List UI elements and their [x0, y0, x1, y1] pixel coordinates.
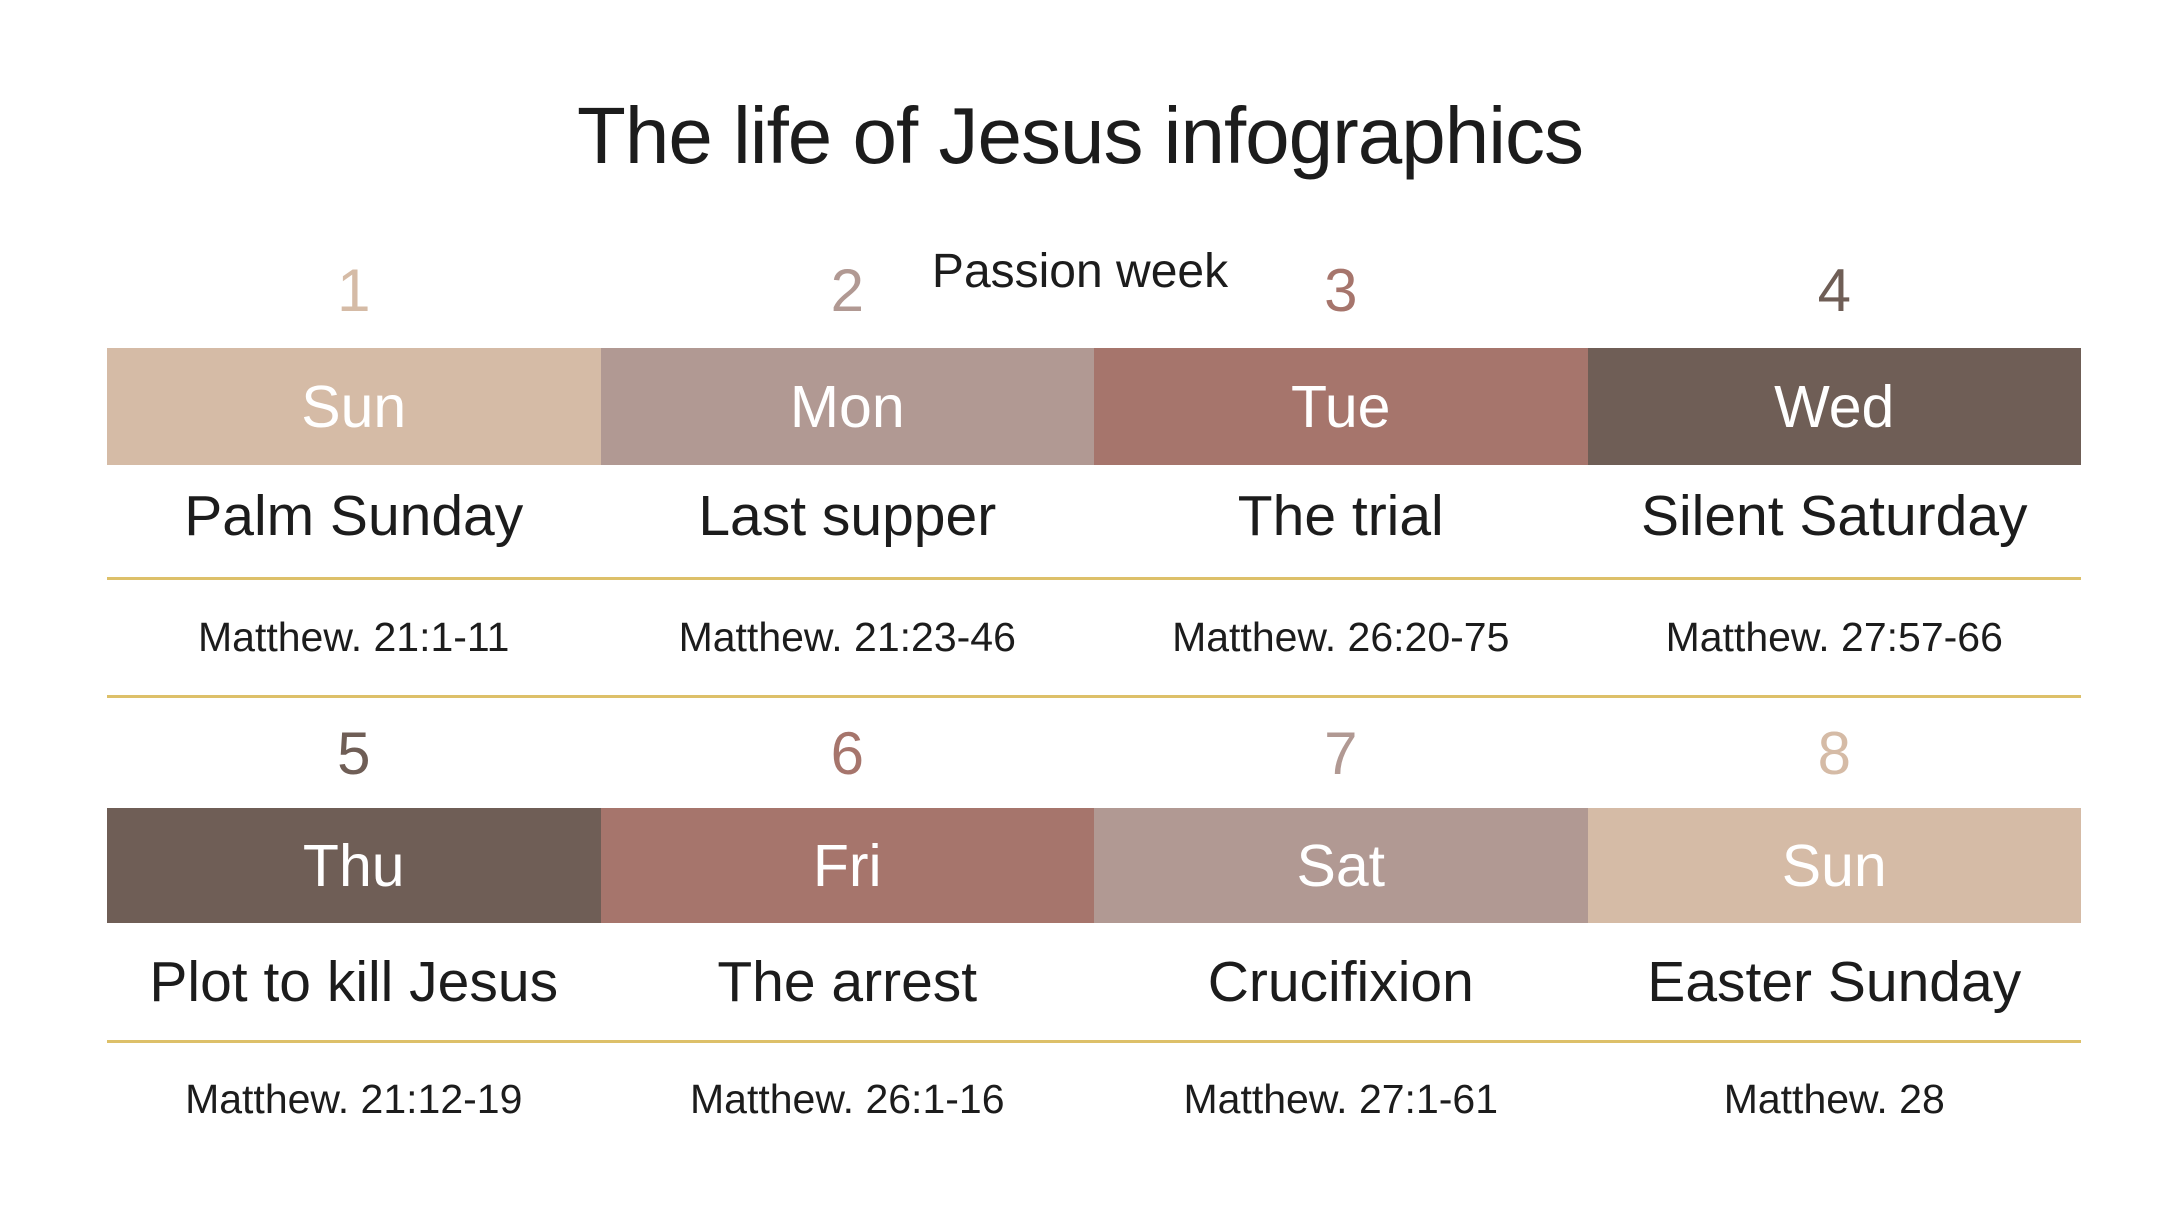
step-number-8: 8 — [1817, 720, 1851, 787]
day-header-mon: Mon — [600, 348, 1094, 465]
step-number-1: 1 — [337, 257, 371, 324]
step-number-7: 7 — [1324, 720, 1358, 787]
day-bar-row-2: Thu Fri Sat Sun — [107, 808, 2081, 923]
day-header-thu: Thu — [107, 808, 601, 923]
step-number-6: 6 — [830, 720, 864, 787]
page-title: The life of Jesus infographics — [576, 91, 1584, 180]
day-header-sun-1: Sun — [107, 348, 601, 465]
verses-row-1: Matthew. 21:1-11 Matthew. 21:23-46 Matth… — [107, 617, 2081, 658]
subtitle-passion-week: Passion week — [931, 245, 1229, 298]
verse-ref-4: Matthew. 27:57-66 — [1665, 614, 2003, 660]
verse-ref-6: Matthew. 26:1-16 — [689, 1076, 1005, 1122]
day-header-wed: Wed — [1587, 348, 2081, 465]
step-number-4: 4 — [1817, 257, 1851, 324]
step-number-5: 5 — [337, 720, 371, 787]
verse-ref-5: Matthew. 21:12-19 — [185, 1076, 523, 1122]
step-numbers-row-1: 1 2 3 4 — [107, 261, 2081, 321]
events-row-1: Palm Sunday Last supper The trial Silent… — [107, 488, 2081, 545]
day-header-sun-2: Sun — [1587, 808, 2081, 923]
day-header-fri: Fri — [600, 808, 1094, 923]
divider-line-2 — [107, 695, 2081, 698]
day-bar-row-1: Sun Mon Tue Wed — [107, 348, 2081, 465]
day-header-tue: Tue — [1094, 348, 1588, 465]
step-number-2: 2 — [830, 257, 864, 324]
step-numbers-row-2: 5 6 7 8 — [107, 724, 2081, 784]
day-header-sat: Sat — [1094, 808, 1588, 923]
event-plot-to-kill-jesus: Plot to kill Jesus — [149, 950, 559, 1014]
event-silent-saturday: Silent Saturday — [1640, 484, 2028, 548]
events-row-2: Plot to kill Jesus The arrest Crucifixio… — [107, 954, 2081, 1011]
verse-ref-8: Matthew. 28 — [1723, 1076, 1945, 1122]
verse-ref-7: Matthew. 27:1-61 — [1183, 1076, 1499, 1122]
verses-row-2: Matthew. 21:12-19 Matthew. 26:1-16 Matth… — [107, 1079, 2081, 1120]
step-number-3: 3 — [1324, 257, 1358, 324]
event-palm-sunday: Palm Sunday — [184, 484, 524, 548]
verse-ref-2: Matthew. 21:23-46 — [678, 614, 1016, 660]
verse-ref-3: Matthew. 26:20-75 — [1172, 614, 1510, 660]
event-crucifixion: Crucifixion — [1207, 950, 1474, 1014]
verse-ref-1: Matthew. 21:1-11 — [198, 614, 510, 660]
divider-line-1 — [107, 577, 2081, 580]
event-the-trial: The trial — [1237, 484, 1444, 548]
event-the-arrest: The arrest — [717, 950, 978, 1014]
event-last-supper: Last supper — [698, 484, 997, 548]
event-easter-sunday: Easter Sunday — [1647, 950, 2022, 1014]
divider-line-3 — [107, 1040, 2081, 1043]
